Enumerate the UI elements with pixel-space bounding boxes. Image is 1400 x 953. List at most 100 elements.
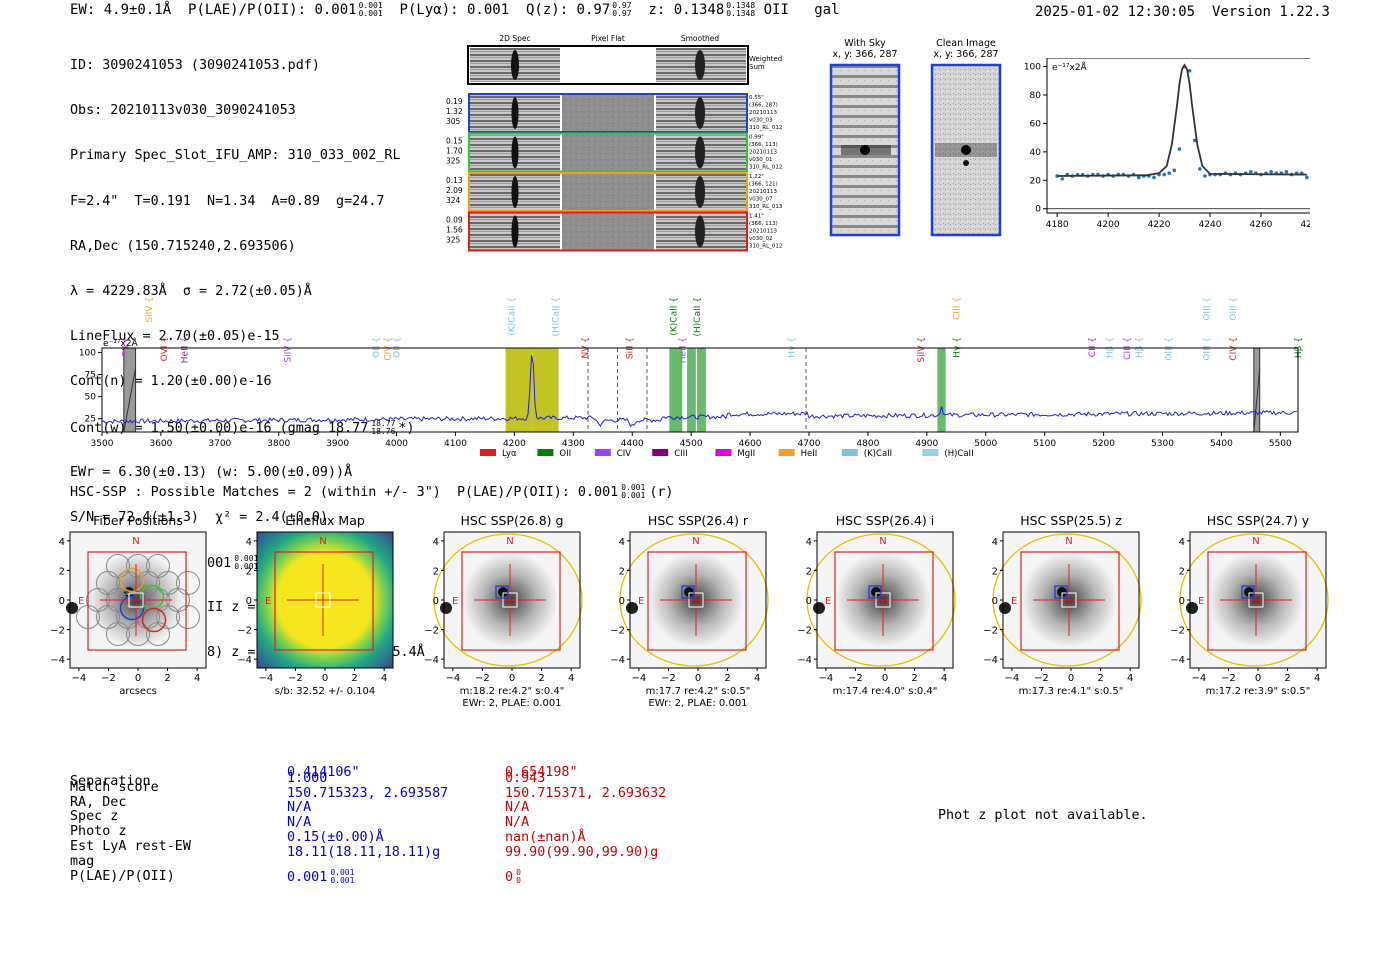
cutout-blob-1: [511, 136, 519, 169]
info-seeing: F=2.4" T=0.191 N=1.34 A=0.89 g=24.7: [70, 193, 385, 209]
east-label-3: E: [638, 596, 644, 607]
spectrum-band-1: [532, 348, 559, 432]
spectrum-band-2: [669, 348, 683, 432]
hsc-ytick-label-5-2: 2: [992, 566, 998, 577]
hsc-ytick-label-6--4: −4: [1170, 655, 1185, 666]
cutout-right-1-2: 20210113: [749, 150, 777, 156]
spectrum-line-label-9: (H)CaII {: [552, 297, 562, 337]
cutout-left-3-0: 0.09: [446, 216, 463, 225]
table-blue-3: N/A: [287, 800, 312, 816]
spectrum-line-label-23: OIII {: [1164, 337, 1174, 361]
east-label-0: E: [78, 596, 84, 607]
hsc-xtick-label-6--4: −4: [1191, 673, 1206, 684]
search-box-0: [87, 551, 187, 651]
cutout-flat-2: [562, 173, 654, 211]
cutout-blob-2: [511, 176, 519, 208]
fit-point-1: [1060, 177, 1065, 181]
hsc-caption2-2: EWr: 2, PLAE: 0.001: [462, 698, 561, 709]
hsc-xtick-label-4--4: −4: [818, 673, 833, 684]
hsc-ytick-label-1-2: 2: [246, 566, 252, 577]
cutout-right-2-4: 310_RL_013: [749, 204, 783, 210]
fit-point-24: [1177, 147, 1182, 151]
fit-ytick-label-60: 60: [1030, 119, 1042, 129]
search-box-4: [834, 551, 934, 651]
spec-xtick-label-4600: 4600: [739, 439, 762, 449]
hsc-xtick-label-2-0: 0: [509, 673, 515, 684]
hsc-header-text: HSC-SSP : Possible Matches = 2 (within +…: [70, 485, 619, 500]
hsc-caption1-1: s/b: 32.52 +/- 0.104: [275, 686, 375, 697]
hsc-ytick-label-2--2: −2: [424, 626, 439, 637]
spec-xtick-label-4900: 4900: [915, 439, 938, 449]
fit-ytick-label-40: 40: [1030, 148, 1042, 158]
hsc-xtick-label-4--2: −2: [848, 673, 863, 684]
gaussian-fit-curve: [1057, 63, 1307, 177]
hsc-ytick-label-0--2: −2: [50, 626, 65, 637]
timestamp: 2025-01-02 12:30:05 Version 1.22.3: [1035, 4, 1330, 20]
hsc-ytick-label-5-0: 0: [992, 596, 998, 607]
spectrum-line-label-6: CIV {: [384, 337, 394, 361]
clean-source: [961, 145, 971, 155]
spectrum-line-label-26: OIII {: [1229, 297, 1239, 321]
spectrum-line-label-7: OII {: [393, 337, 403, 358]
info-plae-sup: 0.001: [234, 554, 259, 564]
hsc-ytick-label-2--4: −4: [424, 655, 439, 666]
hsc-header-sup: 0.001: [621, 483, 646, 492]
info-sn: S/N = 72.4(±1.3) χ² = 2.4(±0.0): [70, 509, 328, 525]
north-label-3: N: [692, 536, 699, 547]
spectrum-line-label-3: HeII {: [180, 337, 190, 363]
fit-xtick-label-4180: 4180: [1046, 220, 1069, 230]
table-red-3: N/A: [505, 800, 530, 816]
header-gal: gal: [814, 2, 840, 18]
hsc-ytick-label-4-4: 4: [806, 537, 812, 548]
cutout-right-1-1: (366, 113): [749, 142, 778, 148]
cutout-left-2-0: 0.13: [446, 176, 463, 185]
cutout-left-0-2: 305: [446, 117, 461, 126]
hsc-ytick-label-1--4: −4: [237, 655, 252, 666]
fiber-18: [176, 571, 200, 595]
east-label-1: E: [265, 596, 271, 607]
cutout-right-1-3: v030_01: [749, 157, 773, 163]
header-qz-sup: 0.97: [612, 1, 632, 10]
table-label-5: Est LyA rest-EW: [70, 838, 191, 854]
spectrum-line-label-16: SiIV {: [917, 337, 927, 363]
fit-xtick-label-4220: 4220: [1148, 220, 1171, 230]
hsc-ytick-label-6-4: 4: [1179, 537, 1185, 548]
hsc-ytick-label-3--4: −4: [610, 655, 625, 666]
neighbor-star-4: [813, 602, 825, 614]
legend-label-7: (H)CaII: [944, 449, 973, 459]
cutout-right-0-4: 310_RL_012: [749, 125, 782, 131]
hsc-ytick-label-2-0: 0: [433, 596, 439, 607]
timestamp-date: 2025-01-02 12:30:05: [1034, 4, 1196, 20]
hsc-ytick-label-5--4: −4: [983, 655, 998, 666]
spec-xtick-label-4100: 4100: [444, 439, 467, 449]
hsc-caption1-2: m:18.2 re:4.2" s:0.4": [460, 686, 565, 697]
cutout-blob-3: [511, 215, 519, 248]
hsc-xtick-label-1-2: 2: [351, 673, 357, 684]
hsc-xtick-label-2--2: −2: [475, 673, 490, 684]
spec-xtick-label-4200: 4200: [503, 439, 526, 449]
cutout-right-3-4: 310_RL_012: [749, 244, 782, 250]
hsc-ytick-label-3-0: 0: [619, 596, 625, 607]
hsc-ytick-label-4-0: 0: [806, 596, 812, 607]
search-box-5: [1020, 551, 1120, 651]
cutout-right-0-3: v030_03: [749, 118, 773, 124]
table-label-1: Match score: [70, 779, 159, 795]
info-ewr: EWr = 6.30(±0.13) (w: 5.00(±0.09))Å: [70, 464, 353, 480]
hsc-xtick-label-0--4: −4: [71, 673, 86, 684]
table-label-3: Spec z: [70, 809, 119, 825]
info-primary: Primary Spec_Slot_IFU_AMP: 310_033_002_R…: [70, 148, 401, 164]
spectrum-band-5: [937, 348, 946, 432]
hsc-xtick-label-1-4: 4: [381, 673, 387, 684]
header-z-sup: 0.1348: [726, 1, 756, 10]
legend-swatch-4: [715, 449, 732, 456]
cutout-flat-0: [562, 94, 654, 132]
header-plae: P(LAE)/P(OII): 0.001: [188, 2, 357, 18]
hsc-ytick-label-3-2: 2: [619, 566, 625, 577]
spec-ytick-label-100: 100: [79, 348, 96, 358]
withsky-title: With Sky: [844, 38, 886, 49]
hsc-xtick-label-0-2: 2: [164, 673, 170, 684]
cross-gap-0: [128, 592, 144, 608]
fit-ytick-label-100: 100: [1024, 63, 1041, 73]
